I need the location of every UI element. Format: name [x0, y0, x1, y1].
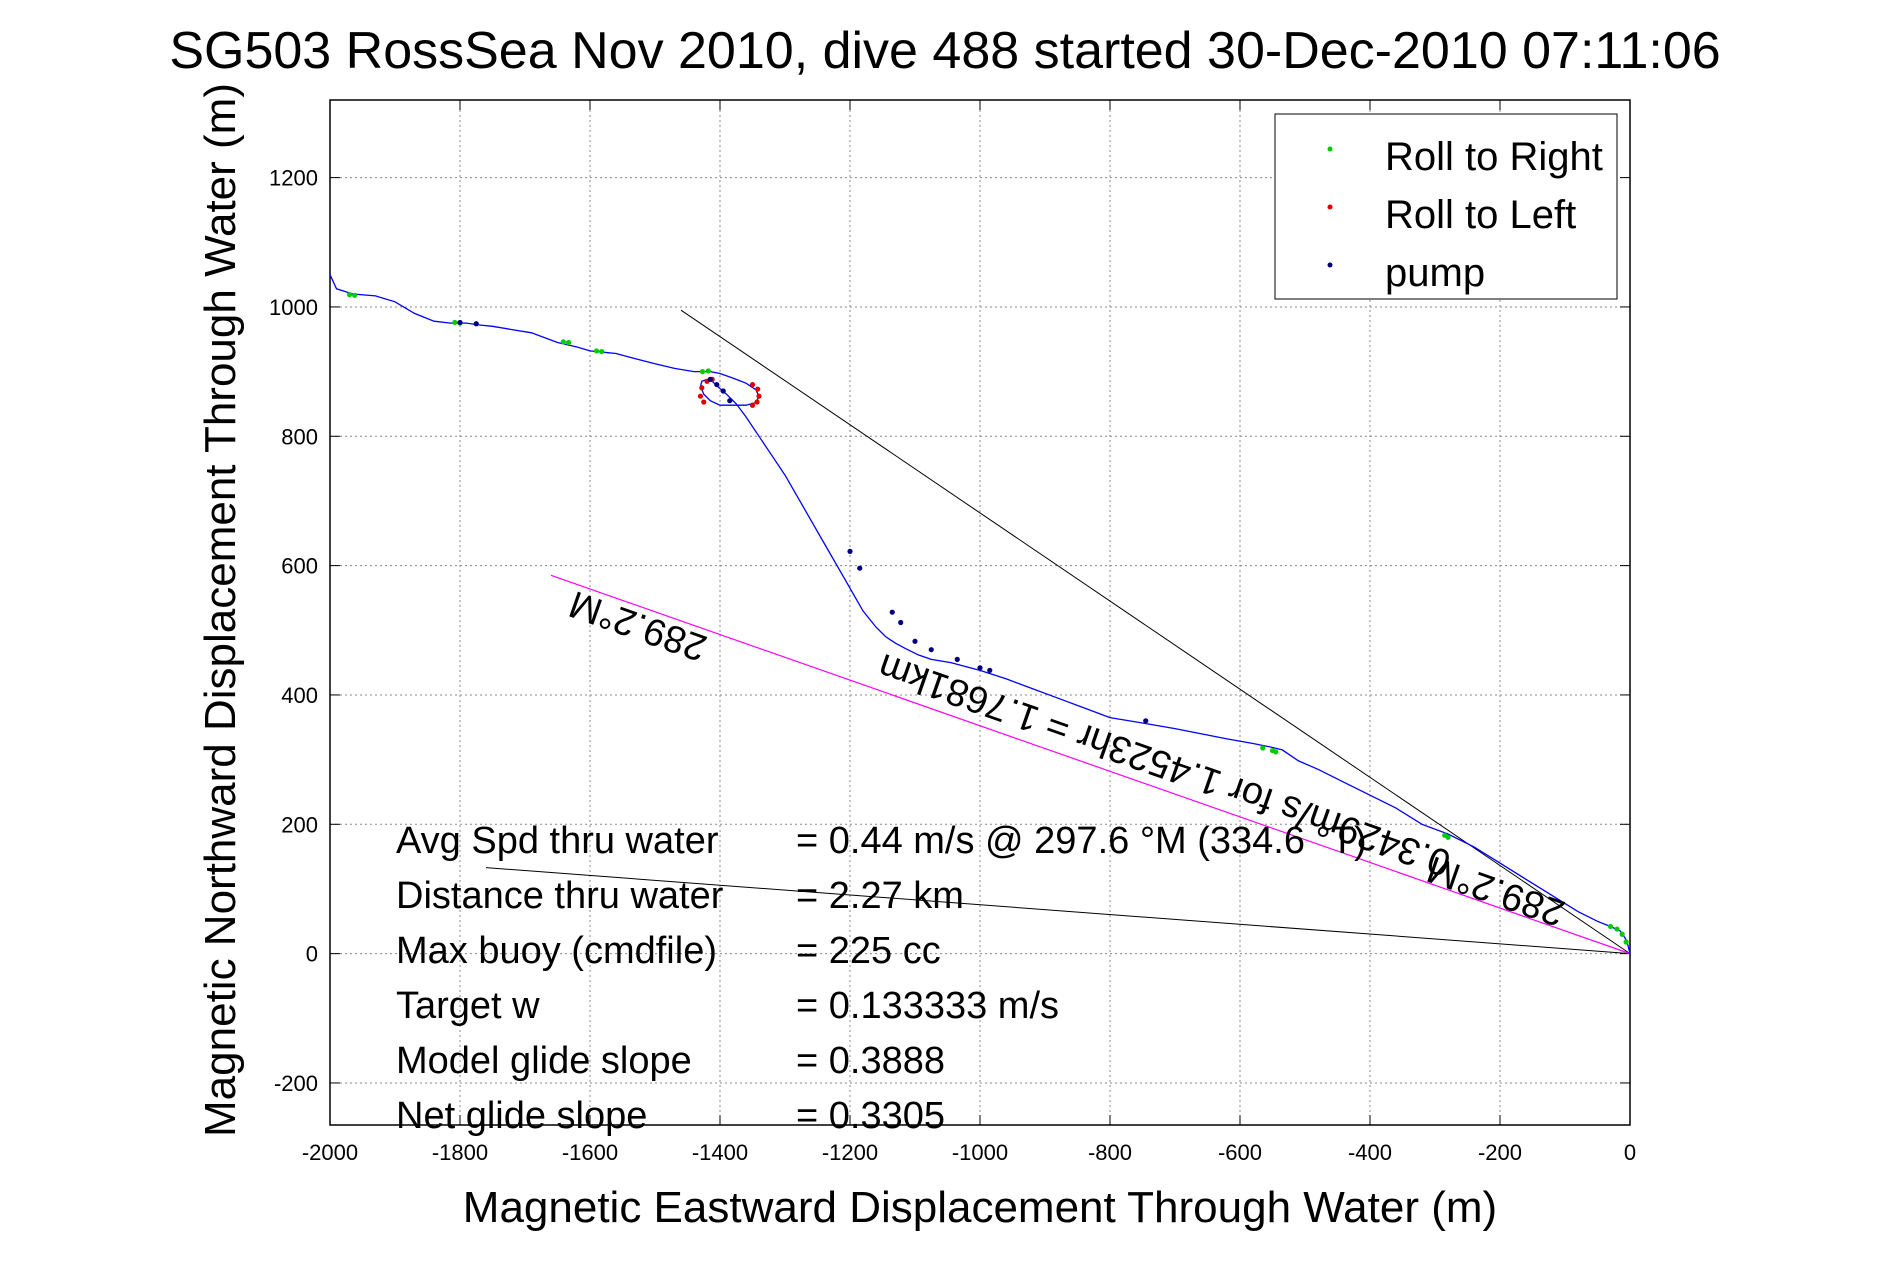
pump-point: [457, 319, 463, 326]
x-tick-label: -600: [1218, 1140, 1262, 1165]
roll-right-point: [593, 348, 600, 354]
stat-value: = 0.3888: [796, 1040, 945, 1082]
x-tick-label: 0: [1624, 1140, 1636, 1165]
roll-right-point: [452, 319, 458, 326]
x-tick-label: -1000: [952, 1140, 1008, 1165]
stat-label: Avg Spd thru water: [396, 820, 719, 862]
pump-point: [987, 667, 993, 673]
y-tick-label: 1200: [269, 166, 318, 191]
roll-right-point: [1619, 931, 1625, 937]
y-axis-label: Magnetic Northward Displacement Through …: [196, 83, 245, 1137]
y-tick-label: 600: [281, 554, 318, 579]
roll-right-point: [346, 292, 353, 298]
legend-label-roll-left: Roll to Left: [1385, 193, 1576, 237]
stat-label: Target w: [396, 985, 540, 1027]
x-tick-label: -2000: [302, 1140, 358, 1165]
roll-left-point: [749, 402, 756, 408]
roll-left-point: [756, 393, 762, 399]
pump-point: [473, 321, 479, 327]
x-tick-label: -400: [1348, 1140, 1392, 1165]
pump-point: [977, 665, 983, 671]
roll-right-point: [699, 369, 706, 375]
legend-marker-pump: [1327, 262, 1333, 268]
roll-right-point: [1614, 926, 1620, 932]
roll-left-point: [697, 393, 704, 399]
stat-value: = 0.3305: [796, 1095, 945, 1137]
x-tick-label: -800: [1088, 1140, 1132, 1165]
pump-point: [912, 638, 918, 644]
pump-point: [954, 656, 960, 662]
roll-left-point: [755, 386, 761, 392]
glider-track: [329, 274, 1631, 954]
legend-marker-roll-right: [1327, 146, 1333, 152]
y-tick-label: 1000: [269, 295, 318, 320]
stat-value: = 0.44 m/s @ 297.6 °M (334.6 °T): [796, 820, 1367, 862]
axis-ticks: -2000 -1800 -1600 -1400 -1200 -1000 -800 -600 -4…: [269, 100, 1636, 1165]
pump-point: [727, 398, 733, 404]
stat-label: Net glide slope: [396, 1095, 647, 1137]
roll-right-point: [705, 368, 711, 374]
pump-point: [847, 548, 853, 554]
chart-title: SG503 RossSea Nov 2010, dive 488 started…: [169, 22, 1720, 80]
stat-label: Distance thru water: [396, 875, 724, 917]
legend: Roll to Right Roll to Left pump: [1274, 113, 1618, 300]
stat-label: Max buoy (cmdfile): [396, 930, 717, 972]
heading-line: [550, 574, 1631, 955]
x-tick-label: -1200: [822, 1140, 878, 1165]
legend-marker-roll-left: [1327, 204, 1333, 210]
stats-block: Avg Spd thru water = 0.44 m/s @ 297.6 °M …: [396, 820, 1367, 1137]
roll-right-point: [565, 339, 572, 346]
roll-right-point: [1273, 749, 1279, 755]
pump-point: [889, 609, 895, 615]
x-tick-label: -200: [1478, 1140, 1522, 1165]
heading-label: 289.2°M: [564, 582, 712, 669]
roll-left-point: [699, 385, 705, 391]
y-tick-label: 0: [306, 942, 318, 967]
markers: [346, 292, 1629, 945]
pump-point: [720, 388, 726, 394]
pump-point: [1143, 718, 1149, 724]
y-tick-label: 200: [281, 812, 318, 837]
x-axis-label: Magnetic Eastward Displacement Through W…: [463, 1183, 1497, 1232]
y-tick-label: 400: [281, 683, 318, 708]
roll-right-point: [1260, 745, 1266, 751]
x-tick-label: -1400: [692, 1140, 748, 1165]
roll-right-point: [1623, 939, 1629, 945]
roll-right-point: [352, 292, 358, 298]
reference-line: [485, 867, 1631, 955]
roll-right-point: [1607, 923, 1614, 930]
track-line: [329, 274, 1631, 954]
pump-point: [898, 619, 904, 626]
stat-value: = 225 cc: [796, 930, 941, 972]
pump-point: [714, 381, 720, 388]
pump-point: [928, 647, 934, 653]
pump-point: [707, 376, 713, 382]
roll-right-point: [560, 339, 566, 345]
x-tick-label: -1600: [562, 1140, 618, 1165]
stat-value: = 0.133333 m/s: [796, 985, 1059, 1027]
roll-right-point: [1445, 834, 1451, 840]
roll-left-point: [749, 381, 756, 388]
roll-right-point: [599, 348, 605, 355]
pump-point: [857, 565, 863, 571]
stat-label: Model glide slope: [396, 1040, 692, 1082]
roll-left-point: [754, 399, 760, 405]
y-tick-label: -200: [274, 1071, 318, 1096]
legend-label-pump: pump: [1385, 251, 1485, 295]
x-tick-label: -1800: [432, 1140, 488, 1165]
roll-left-point: [701, 399, 707, 405]
y-tick-label: 800: [281, 424, 318, 449]
legend-label-roll-right: Roll to Right: [1385, 135, 1603, 179]
stat-value: = 2.27 km: [796, 875, 964, 917]
